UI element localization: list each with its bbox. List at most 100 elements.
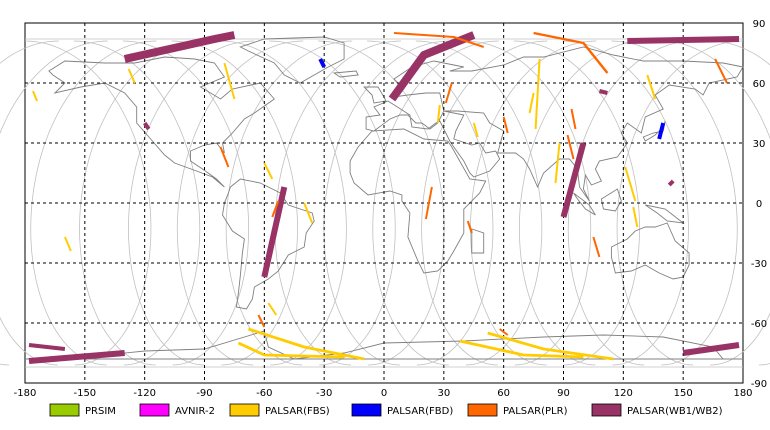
coastline-shape xyxy=(349,128,487,274)
swath-palsar-plr xyxy=(533,31,609,74)
legend-item: AVNIR-2 xyxy=(139,403,215,417)
orbit-track xyxy=(366,40,494,366)
orbit-track xyxy=(274,40,402,366)
legend: PRSIM AVNIR-2 PALSAR(FBS) PALSAR(FBD) PALSAR… xyxy=(49,403,723,417)
coastline-shape xyxy=(573,192,596,216)
swath-palsar-fbs xyxy=(247,327,365,361)
x-tick-label: -60 xyxy=(256,388,272,399)
y-tick-label: 90 xyxy=(753,19,766,30)
observation-swaths xyxy=(28,31,740,364)
swath-palsar-fbs xyxy=(624,166,637,202)
swath-palsar-fbs xyxy=(127,68,136,84)
coastline-shape xyxy=(392,46,744,202)
swath-palsar-fbs xyxy=(436,104,441,124)
swath-palsar-wb1-wb2 xyxy=(682,342,740,356)
x-tick-label: -30 xyxy=(316,388,332,399)
legend-item: PALSAR(PLR) xyxy=(467,403,568,417)
swath-palsar-fbs xyxy=(534,58,541,130)
orbit-track xyxy=(318,40,445,366)
swath-palsar-wb1-wb2 xyxy=(388,31,476,102)
orbit-track xyxy=(176,40,304,366)
legend-swatch xyxy=(139,403,170,417)
swath-palsar-wb1-wb2 xyxy=(28,343,66,351)
swath-palsar-plr xyxy=(499,328,509,336)
x-tick-labels: -180 -150 -120 -90 -60 -30 0 30 60 90 120 150 180 xyxy=(14,388,753,399)
swath-palsar-plr xyxy=(566,134,575,160)
swath-palsar-fbs xyxy=(237,341,345,359)
orbit-track xyxy=(0,40,59,366)
legend-label: PALSAR(WB1/WB2) xyxy=(627,406,723,417)
swath-palsar-fbs xyxy=(646,74,657,100)
swath-palsar-plr xyxy=(271,200,280,218)
swath-palsar-plr xyxy=(219,146,230,168)
y-tick-label: 0 xyxy=(756,199,762,210)
y-tick-label: 30 xyxy=(753,139,766,150)
swath-palsar-fbs xyxy=(32,90,38,102)
swath-palsar-plr xyxy=(502,116,509,134)
swath-palsar-plr xyxy=(466,220,473,234)
x-tick-label: -150 xyxy=(73,388,96,399)
legend-swatch xyxy=(467,403,498,417)
x-tick-label: 90 xyxy=(557,388,570,399)
swath-palsar-plr xyxy=(257,314,266,328)
x-tick-label: -120 xyxy=(133,388,156,399)
x-tick-label: 60 xyxy=(497,388,510,399)
swath-palsar-wb1-wb2 xyxy=(560,142,587,218)
orbit-track xyxy=(616,40,744,366)
swath-palsar-fbs xyxy=(63,236,72,252)
y-tick-label: 60 xyxy=(753,79,766,90)
legend-item: PALSAR(FBD) xyxy=(351,403,453,417)
swath-palsar-fbs xyxy=(554,142,561,184)
legend-label: PRSIM xyxy=(85,406,116,417)
coastline-shape xyxy=(365,100,501,178)
swath-palsar-wb1-wb2 xyxy=(143,121,151,131)
swath-palsar-plr xyxy=(424,186,433,220)
swath-palsar-plr xyxy=(714,58,728,84)
swath-palsar-plr xyxy=(570,108,577,130)
legend-swatch xyxy=(229,403,260,417)
swath-palsar-wb1-wb2 xyxy=(598,89,608,95)
legend-label: AVNIR-2 xyxy=(175,406,215,417)
coastline-shape xyxy=(645,204,685,224)
swath-palsar-fbs xyxy=(472,122,479,138)
x-tick-label: 120 xyxy=(614,388,633,399)
y-tick-label: -60 xyxy=(751,319,767,330)
legend-swatch xyxy=(351,403,382,417)
swath-palsar-fbs xyxy=(223,62,236,100)
coastline-shape xyxy=(239,36,345,84)
x-tick-label: 30 xyxy=(437,388,450,399)
y-tick-label: -90 xyxy=(751,379,767,390)
orbit-track xyxy=(519,40,646,366)
x-tick-label: 0 xyxy=(381,388,387,399)
x-tick-label: 180 xyxy=(733,388,752,399)
y-tick-label: -30 xyxy=(751,259,767,270)
swath-palsar-fbs xyxy=(528,92,535,114)
swath-palsar-fbd xyxy=(318,58,326,68)
swath-palsar-fbs xyxy=(487,331,614,361)
x-tick-label: 150 xyxy=(674,388,693,399)
orbit-track xyxy=(415,40,543,366)
swath-palsar-fbs xyxy=(303,202,314,224)
swath-palsar-fbd xyxy=(657,122,666,140)
swath-palsar-plr xyxy=(393,32,485,48)
swath-palsar-wb1-wb2 xyxy=(123,31,236,63)
swath-palsar-wb1-wb2 xyxy=(667,179,675,187)
swath-palsar-wb1-wb2 xyxy=(261,186,288,278)
legend-item: PALSAR(FBS) xyxy=(229,403,330,417)
swath-palsar-plr xyxy=(592,236,601,258)
legend-label: PALSAR(FBD) xyxy=(387,406,453,417)
y-tick-labels: 90 60 30 0 -30 -60 -90 xyxy=(751,19,767,390)
coastline-shape xyxy=(471,228,485,254)
coastline-shape xyxy=(222,178,315,310)
legend-swatch xyxy=(49,403,80,417)
orbit-track xyxy=(24,40,152,366)
legend-label: PALSAR(PLR) xyxy=(503,406,568,417)
swath-palsar-plr xyxy=(444,82,453,104)
swath-palsar-fbs xyxy=(632,206,639,228)
coastline-shape xyxy=(363,86,387,104)
x-tick-label: -90 xyxy=(196,388,212,399)
swath-palsar-wb1-wb2 xyxy=(28,350,125,364)
legend-item: PRSIM xyxy=(49,403,116,417)
coastline-shape xyxy=(610,222,690,280)
orbit-track xyxy=(225,40,353,366)
